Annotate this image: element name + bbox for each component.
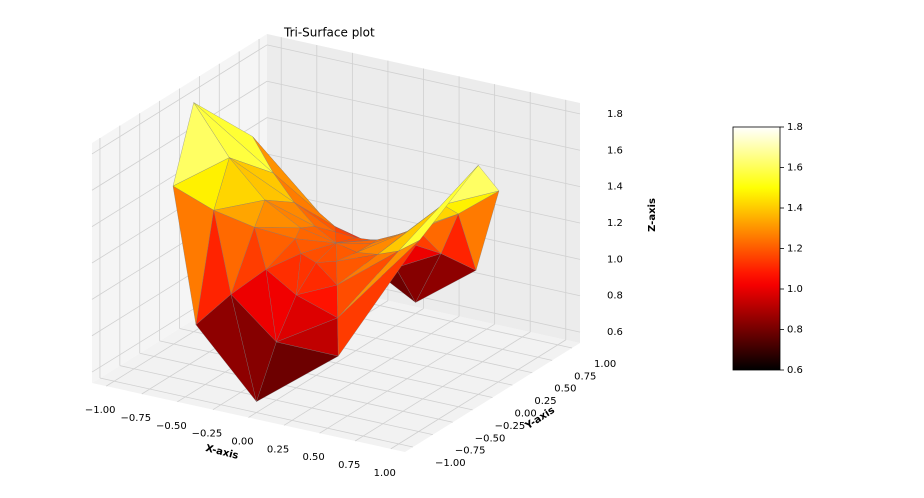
tick-label: 0.25 bbox=[534, 396, 556, 407]
tick-label: 0.50 bbox=[303, 452, 325, 463]
colorbar-tick-label: 0.8 bbox=[787, 325, 803, 336]
tick-label: 1.6 bbox=[607, 145, 623, 156]
colorbar-tick-label: 1.2 bbox=[787, 244, 803, 255]
colorbar-tick-label: 1.0 bbox=[787, 284, 803, 295]
tick-label: 0.75 bbox=[338, 460, 360, 471]
tick-label: −0.50 bbox=[156, 421, 187, 432]
chart-title: Tri-Surface plot bbox=[283, 26, 375, 40]
tick-label: −0.25 bbox=[495, 421, 526, 432]
z-axis-label: Z-axis bbox=[647, 198, 658, 232]
grid-line bbox=[266, 80, 581, 151]
colorbar-tick-label: 0.6 bbox=[787, 365, 803, 376]
tick-label: 1.8 bbox=[607, 109, 623, 120]
surface-face bbox=[256, 341, 339, 402]
grid-line bbox=[99, 377, 414, 448]
tick-label: 1.00 bbox=[594, 359, 616, 370]
tick-label: −0.25 bbox=[192, 429, 223, 440]
colorbar-tick-label: 1.4 bbox=[787, 203, 803, 214]
tick-label: 0.75 bbox=[574, 371, 596, 382]
surface-face bbox=[337, 240, 420, 357]
tick-label: 0.25 bbox=[267, 444, 289, 455]
tick-label: 1.4 bbox=[607, 182, 623, 193]
tick-label: −0.75 bbox=[455, 446, 486, 457]
grid-line bbox=[266, 153, 581, 224]
tick-label: −0.50 bbox=[475, 433, 506, 444]
tick-label: 1.2 bbox=[607, 218, 623, 229]
grid-line bbox=[91, 44, 268, 155]
tick-label: −1.00 bbox=[85, 405, 116, 416]
tick-label: 1.00 bbox=[374, 468, 396, 479]
colorbar-tick-label: 1.6 bbox=[787, 163, 803, 174]
grid-line bbox=[266, 44, 581, 115]
grid-line bbox=[159, 340, 473, 411]
tick-label: −0.75 bbox=[120, 413, 151, 424]
tick-label: 0.00 bbox=[515, 409, 537, 420]
tick-label: 0.6 bbox=[607, 327, 623, 338]
grid-line bbox=[139, 352, 453, 423]
grid-line bbox=[119, 365, 433, 436]
colorbar-tick-label: 1.8 bbox=[787, 122, 803, 133]
tick-label: 0.8 bbox=[607, 291, 623, 302]
grid-line bbox=[91, 80, 268, 191]
tick-label: 0.50 bbox=[554, 384, 576, 395]
tick-label: 0.00 bbox=[231, 437, 253, 448]
tick-label: −1.00 bbox=[435, 458, 466, 469]
grid-line bbox=[266, 117, 581, 188]
tick-label: 1.0 bbox=[607, 254, 623, 265]
colorbar bbox=[732, 126, 781, 371]
